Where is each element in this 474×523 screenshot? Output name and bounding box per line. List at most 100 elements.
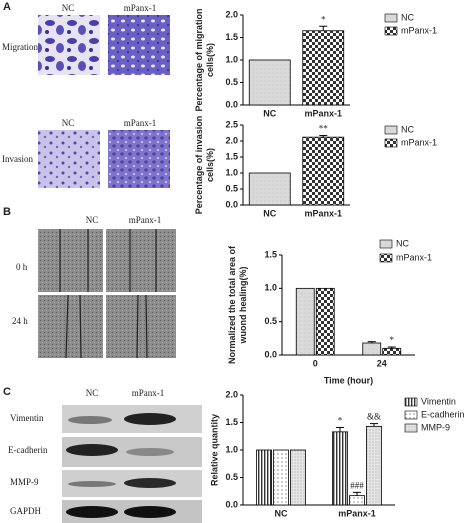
y-axis-label: Percentage of invasion — [194, 116, 204, 215]
legend-swatch — [384, 26, 398, 36]
row-label: 24 h — [12, 316, 28, 326]
legend-swatch — [379, 253, 393, 263]
column-label: mPanx-1 — [124, 3, 157, 13]
column-label: NC — [86, 388, 99, 398]
x-axis-label: Time (hour) — [324, 375, 373, 385]
annotation: ### — [350, 480, 364, 490]
panel-label: C — [3, 386, 11, 398]
legend-swatch — [404, 397, 418, 407]
y-tick-label: 0.0 — [225, 99, 238, 109]
row-label: Migration — [2, 42, 38, 52]
bar — [362, 342, 382, 356]
column-label: NC — [86, 215, 99, 225]
blot — [62, 405, 202, 523]
row-label: Vimentin — [10, 413, 44, 423]
bar — [382, 347, 402, 356]
y-tick-label: 0.5 — [225, 472, 238, 482]
y-tick-label: 1.0 — [225, 54, 238, 64]
y-axis-label: cells(%) — [205, 43, 215, 77]
legend-swatch — [384, 13, 398, 23]
legend-label: E-cadherin — [421, 409, 465, 419]
bar — [273, 449, 289, 506]
y-axis-label: Normalized the total area of — [227, 245, 237, 364]
column-label: NC — [62, 3, 75, 13]
wound-image — [38, 229, 103, 292]
bar — [256, 449, 272, 506]
annotation: * — [321, 14, 326, 24]
x-tick-label: 24 — [377, 358, 387, 368]
bar — [315, 287, 335, 356]
y-tick-label: 2.0 — [225, 9, 238, 19]
legend-label: MMP-9 — [421, 422, 450, 432]
y-tick-label: 1.0 — [264, 283, 277, 293]
y-tick-label: 0.5 — [225, 183, 238, 193]
legend-swatch — [384, 125, 398, 135]
bar — [302, 30, 345, 106]
legend-swatch — [384, 138, 398, 148]
column-label: mPanx-1 — [124, 118, 157, 128]
annotation: ** — [319, 124, 329, 134]
legend-label: Vimentin — [421, 396, 456, 406]
y-tick-label: 0.0 — [225, 199, 238, 209]
bar — [366, 425, 382, 506]
y-axis-label: cells(%) — [205, 148, 215, 182]
x-tick-label: mPanx-1 — [338, 508, 376, 518]
x-tick-label: NC — [263, 108, 276, 118]
row-label: Invasion — [2, 154, 33, 164]
y-tick-label: 1.5 — [225, 417, 238, 427]
y-tick-label: 2.0 — [225, 389, 238, 399]
bar — [302, 136, 345, 206]
panel-label: B — [3, 206, 11, 218]
y-tick-label: 0.5 — [225, 77, 238, 87]
micrograph — [38, 15, 100, 75]
y-tick-label: 0.0 — [225, 499, 238, 509]
row-label: 0 h — [16, 262, 28, 272]
bar — [248, 59, 291, 106]
x-tick-label: NC — [275, 508, 288, 518]
annotation: && — [367, 412, 381, 422]
column-label: mPanx-1 — [129, 215, 162, 225]
row-label: GAPDH — [10, 506, 42, 516]
row-label: E-cadherin — [8, 445, 48, 455]
y-tick-label: 1.0 — [225, 167, 238, 177]
legend-label: NC — [401, 12, 414, 22]
scratch-edges — [59, 229, 157, 359]
y-tick-label: 0.5 — [264, 316, 277, 326]
y-tick-label: 1.5 — [225, 151, 238, 161]
wound-image — [38, 295, 103, 358]
micrograph — [108, 15, 170, 75]
y-tick-label: 2.5 — [225, 119, 238, 129]
y-axis-label: Relative quantity — [209, 414, 219, 486]
panel-label: A — [3, 1, 11, 13]
column-label: mPanx-1 — [132, 388, 165, 398]
legend-label: mPanx-1 — [396, 252, 432, 262]
bar — [295, 287, 315, 356]
legend-swatch — [404, 410, 418, 420]
legend-label: NC — [401, 124, 414, 134]
annotation: * — [390, 335, 395, 345]
y-tick-label: 1.5 — [225, 32, 238, 42]
y-tick-label: 0.0 — [264, 349, 277, 359]
annotation: * — [338, 416, 343, 426]
x-tick-label: mPanx-1 — [304, 108, 342, 118]
micrograph — [38, 130, 100, 188]
legend-swatch — [404, 423, 418, 433]
y-tick-label: 1.5 — [264, 249, 277, 259]
bar — [290, 449, 306, 506]
x-tick-label: NC — [263, 208, 276, 218]
y-tick-label: 2.0 — [225, 135, 238, 145]
bar — [332, 431, 348, 506]
bar — [349, 495, 365, 506]
bar — [248, 172, 291, 206]
legend-label: NC — [396, 238, 409, 248]
x-tick-label: mPanx-1 — [304, 208, 342, 218]
column-label: NC — [62, 118, 75, 128]
y-axis-label: wuond healing(%) — [238, 267, 248, 345]
x-tick-label: 0 — [313, 358, 318, 368]
y-tick-label: 1.0 — [225, 444, 238, 454]
micrograph — [108, 130, 170, 188]
legend-label: mPanx-1 — [401, 137, 437, 147]
row-label: MMP-9 — [10, 477, 39, 487]
wound-image — [106, 295, 176, 358]
